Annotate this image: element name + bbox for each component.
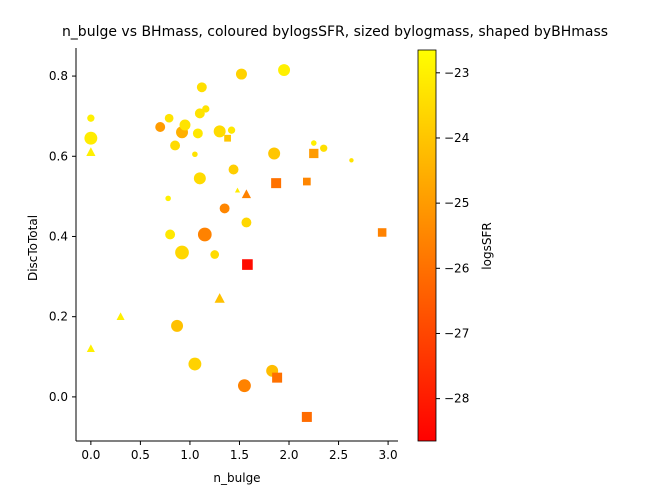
- colorbar-label: logsSFR: [480, 222, 494, 269]
- data-point-circle: [320, 144, 328, 152]
- data-point-circle: [179, 119, 191, 131]
- data-point-triangle: [86, 147, 96, 156]
- y-tick-label: 0.0: [49, 390, 68, 404]
- data-point-triangle: [86, 344, 95, 353]
- colorbar-ticks: −23 −24 −25 −26 −27 −28: [436, 66, 469, 406]
- data-point-circle: [228, 164, 239, 175]
- colorbar: [417, 49, 437, 442]
- x-tick-label: 0.5: [131, 448, 150, 462]
- data-point-circle: [210, 250, 220, 259]
- data-point-circle: [87, 114, 95, 122]
- data-point-circle: [155, 122, 166, 132]
- y-tick-label: 0.4: [49, 229, 68, 243]
- data-point-circle: [193, 172, 206, 185]
- data-point-circle: [237, 379, 251, 393]
- data-point-square: [303, 177, 311, 186]
- colorbar-tick-label: −24: [444, 131, 469, 145]
- data-point-circle: [192, 128, 203, 139]
- data-point-square: [242, 259, 253, 270]
- data-point-square: [272, 372, 283, 383]
- y-tick-label: 0.2: [49, 310, 68, 324]
- x-tick-label: 2.0: [279, 448, 298, 462]
- data-point-square: [271, 178, 282, 189]
- data-point-square: [377, 228, 387, 237]
- data-point-circle: [202, 105, 210, 113]
- colorbar-tick-label: −23: [444, 66, 469, 80]
- x-tick-label: 3.0: [379, 448, 398, 462]
- data-point-circle: [164, 113, 174, 123]
- colorbar-tick-label: −27: [444, 326, 469, 340]
- x-tick-label: 1.5: [230, 448, 249, 462]
- data-point-square: [301, 411, 312, 422]
- y-axis-label: DiscToTotal: [26, 215, 40, 281]
- data-point-circle: [227, 126, 236, 134]
- data-point-circle: [311, 140, 317, 146]
- data-point-triangle: [116, 312, 125, 320]
- data-point-circle: [171, 319, 184, 332]
- data-point-triangle: [241, 189, 252, 199]
- data-point-circle: [170, 140, 181, 151]
- data-point-circle: [84, 131, 98, 145]
- y-tick-label: 0.6: [49, 149, 68, 163]
- data-point-circle: [241, 217, 252, 228]
- data-point-circle: [194, 108, 205, 119]
- x-tick-label: 1.0: [180, 448, 199, 462]
- data-point-triangle: [214, 293, 225, 303]
- colorbar-tick-label: −26: [444, 261, 469, 275]
- data-point-circle: [196, 82, 207, 93]
- y-ticks: 0.0 0.2 0.4 0.6 0.8: [49, 69, 76, 404]
- data-point-circle: [278, 64, 291, 77]
- x-axis-label: n_bulge: [213, 471, 260, 485]
- data-point-circle: [165, 195, 171, 202]
- chart-title: n_bulge vs BHmass, coloured bylogsSFR, s…: [62, 24, 608, 40]
- data-point-circle: [188, 357, 202, 371]
- data-point-circle: [165, 229, 176, 240]
- plot-axes: [75, 48, 398, 442]
- data-point-circle: [197, 227, 212, 242]
- data-point-circle: [213, 125, 226, 138]
- data-point-circle: [268, 147, 281, 160]
- colorbar-tick-label: −25: [444, 196, 469, 210]
- data-point-circle: [349, 158, 354, 163]
- data-point-circle: [175, 245, 189, 260]
- data-point-square: [309, 148, 319, 159]
- data-point-circle: [192, 151, 198, 158]
- x-tick-label: 2.5: [329, 448, 348, 462]
- data-point-square: [224, 134, 231, 142]
- x-tick-label: 0.0: [81, 448, 100, 462]
- y-tick-label: 0.8: [49, 69, 68, 83]
- data-point-circle: [235, 68, 247, 80]
- data-point-circle: [219, 203, 230, 214]
- colorbar-tick-label: −28: [444, 392, 469, 406]
- x-ticks: 0.0 0.5 1.0 1.5 2.0 2.5 3.0: [81, 441, 398, 462]
- data-point-triangle: [234, 187, 241, 193]
- data-points: [84, 64, 387, 422]
